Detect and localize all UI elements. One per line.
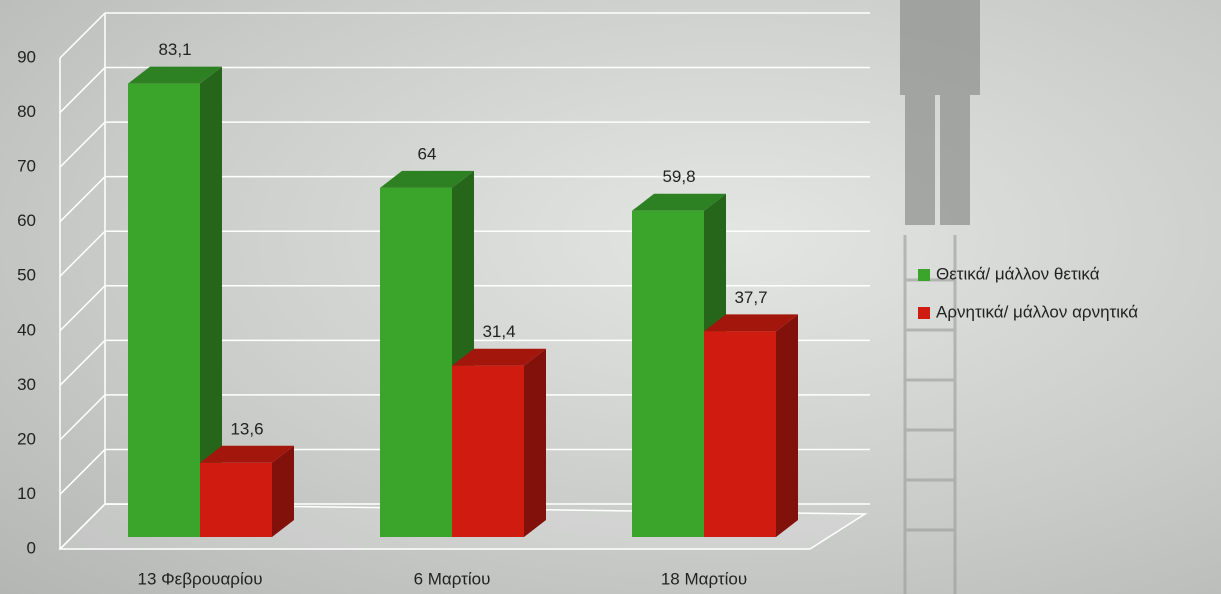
grid-line-side	[59, 448, 106, 495]
bar-side	[524, 348, 546, 537]
ladder	[903, 235, 957, 594]
bar	[632, 210, 704, 537]
value-label: 83,1	[158, 40, 191, 59]
grid-line-side	[59, 67, 106, 114]
bar-side	[776, 314, 798, 537]
bar-side	[200, 66, 222, 537]
grid-line-side	[59, 503, 106, 550]
y-tick-label: 40	[17, 320, 36, 339]
bar	[128, 83, 200, 537]
bar	[380, 187, 452, 537]
value-label: 37,7	[734, 288, 767, 307]
grid-line-side	[59, 285, 106, 332]
y-tick-label: 10	[17, 484, 36, 503]
grid-line-side	[59, 12, 106, 59]
bar-top	[380, 170, 474, 188]
x-tick-label: 13 Φεβρουαρίου	[137, 569, 262, 588]
y-tick-label: 30	[17, 375, 36, 394]
y-tick-label: 80	[17, 102, 36, 121]
y-tick-label: 60	[17, 211, 36, 230]
bar-top	[452, 348, 546, 366]
value-label: 64	[418, 144, 437, 163]
legend-swatch	[918, 307, 930, 319]
y-tick-label: 50	[17, 266, 36, 285]
bar-top	[632, 193, 726, 211]
value-label: 13,6	[230, 419, 263, 438]
grid-line-side	[59, 394, 106, 441]
grid-line-side	[59, 176, 106, 223]
y-tick-label: 70	[17, 157, 36, 176]
bar-top	[128, 66, 222, 84]
bar-top	[704, 314, 798, 332]
x-tick-label: 18 Μαρτίου	[661, 569, 747, 588]
legend-label: Θετικά/ μάλλον θετικά	[936, 264, 1100, 283]
figure	[900, 0, 980, 225]
bar	[200, 462, 272, 537]
value-label: 59,8	[662, 167, 695, 186]
x-tick-label: 6 Μαρτίου	[414, 569, 491, 588]
bar-side	[272, 445, 294, 537]
bar-top	[200, 445, 294, 463]
bar	[704, 331, 776, 537]
y-tick-label: 20	[17, 429, 36, 448]
grid-line-side	[59, 230, 106, 277]
value-label: 31,4	[482, 322, 515, 341]
y-tick-label: 90	[17, 47, 36, 66]
bar	[452, 365, 524, 537]
y-tick-label: 0	[27, 538, 36, 557]
legend-swatch	[918, 269, 930, 281]
grid-line-side	[59, 121, 106, 168]
legend-label: Αρνητικά/ μάλλον αρνητικά	[936, 302, 1138, 321]
grid-line-side	[59, 339, 106, 386]
